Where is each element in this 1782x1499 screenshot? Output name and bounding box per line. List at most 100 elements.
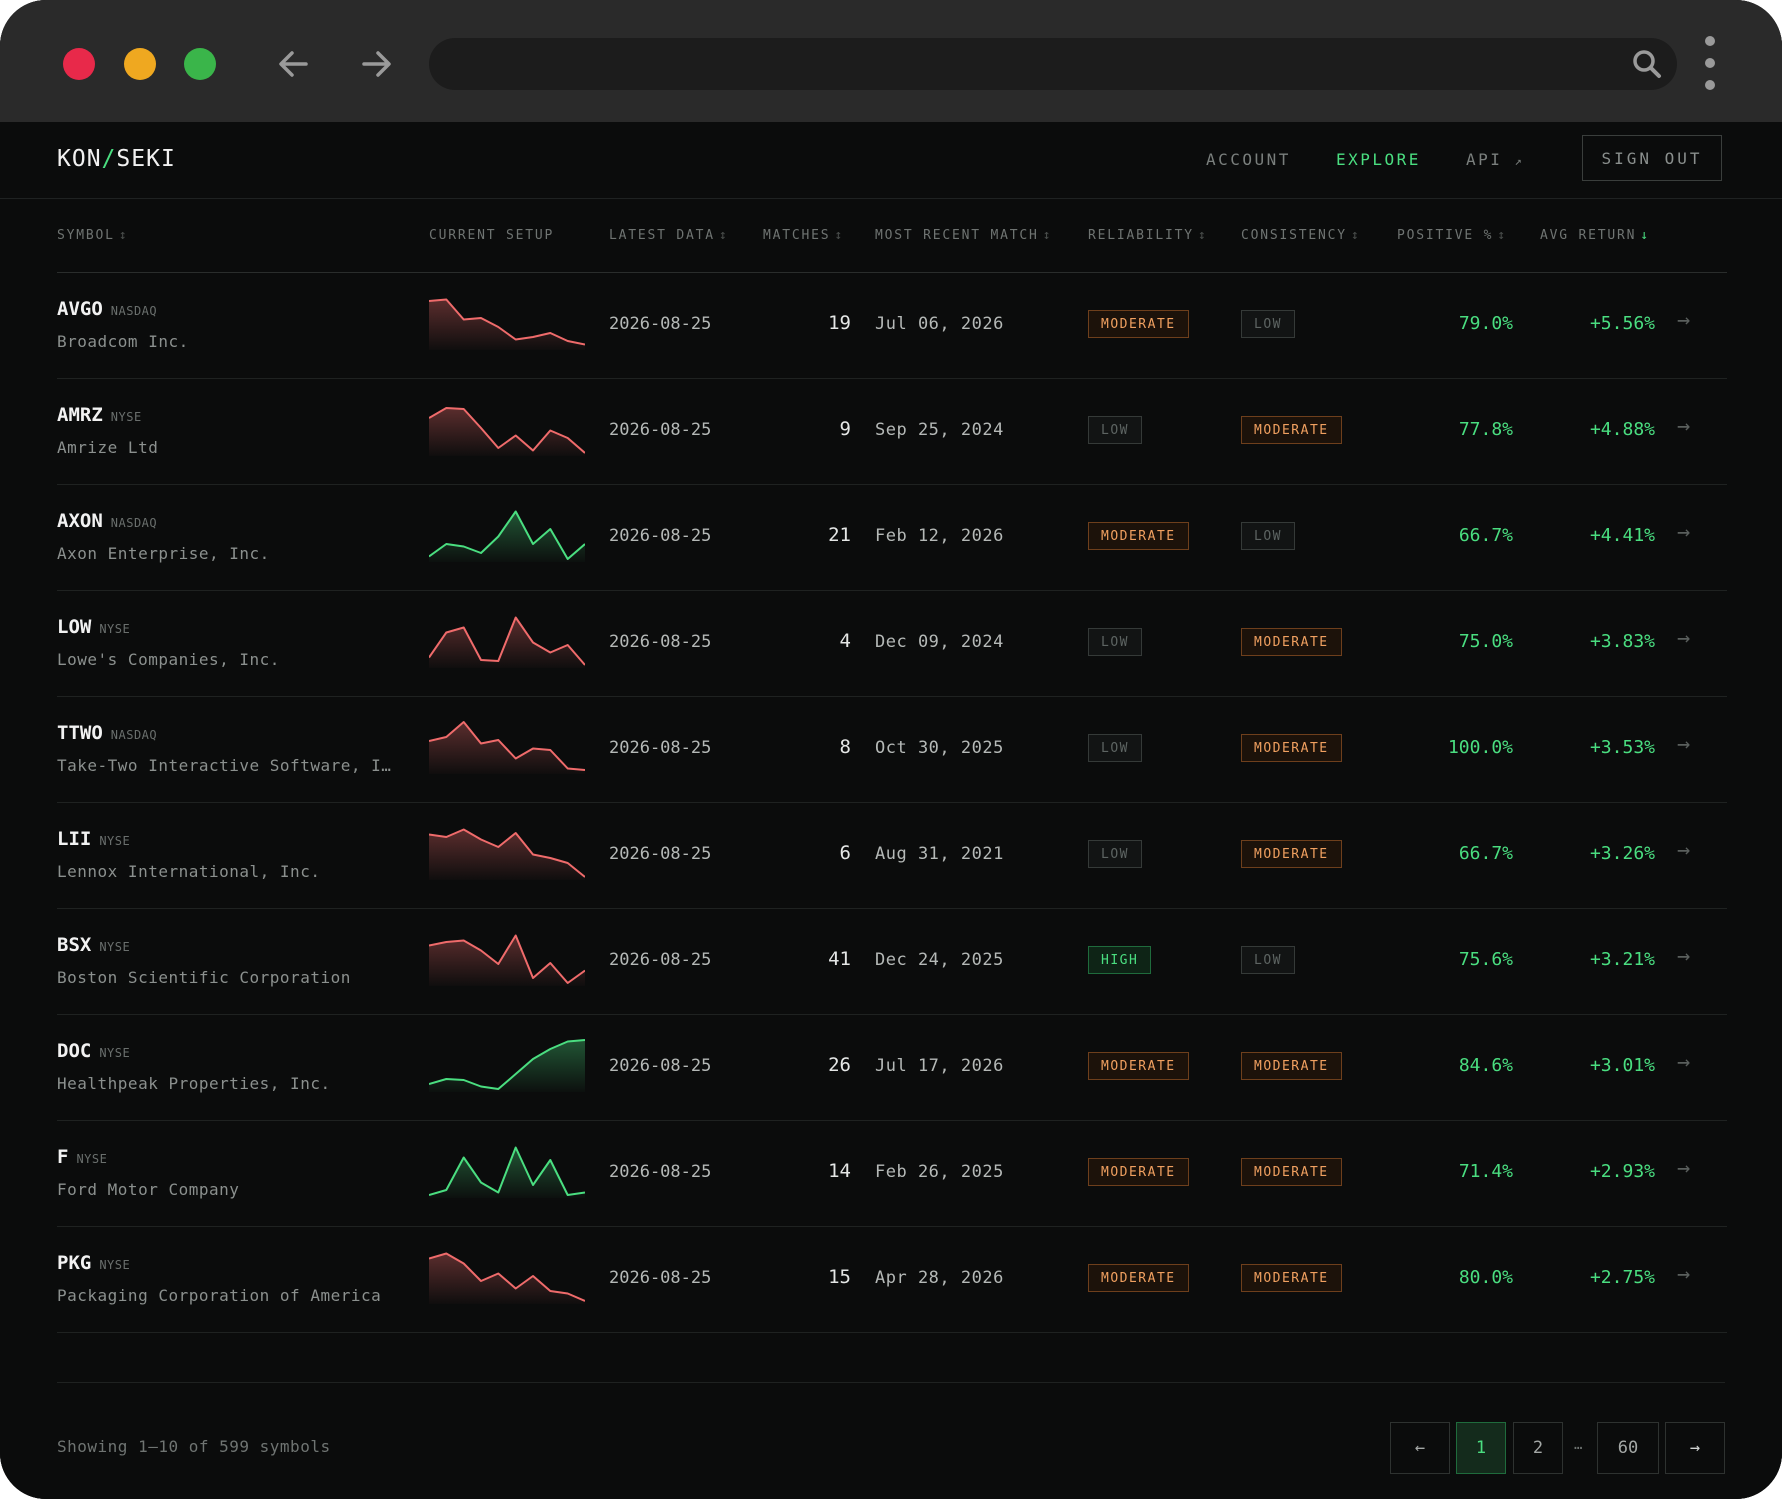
positive-percent: 75.6% [1458,949,1513,970]
nav-explore[interactable]: EXPLORE [1336,150,1421,169]
row-arrow-icon[interactable]: → [1677,944,1691,969]
pagination-page-1[interactable]: 1 [1456,1422,1506,1474]
matches-count: 14 [828,1160,851,1182]
symbol-cell: LII NYSE [57,828,130,850]
row-arrow-icon[interactable]: → [1677,1050,1691,1075]
reliability-badge: LOW [1088,840,1142,868]
pagination-next-button[interactable]: → [1665,1422,1725,1474]
row-arrow-icon[interactable]: → [1677,732,1691,757]
pagination-page-2[interactable]: 2 [1513,1422,1563,1474]
table-row[interactable]: LOW NYSE Lowe's Companies, Inc. 2026-08-2… [57,590,1727,697]
consistency-badge: MODERATE [1241,416,1342,444]
consistency-badge: MODERATE [1241,1158,1342,1186]
symbol-cell: BSX NYSE [57,934,130,956]
reliability-badge: MODERATE [1088,1158,1189,1186]
pagination-ellipsis: … [1574,1437,1583,1453]
logo-left: KON [57,146,102,172]
nav-account[interactable]: ACCOUNT [1206,150,1291,169]
row-arrow-icon[interactable]: → [1677,1156,1691,1181]
most-recent-match-date: Sep 25, 2024 [875,420,1004,440]
positive-percent: 75.0% [1458,631,1513,652]
sparkline-line [429,616,585,666]
symbol-ticker: F [57,1146,69,1168]
row-arrow-icon[interactable]: → [1677,414,1691,439]
row-arrow-icon[interactable]: → [1677,626,1691,651]
logo-slash: / [101,146,117,172]
symbol-ticker: AVGO [57,298,103,320]
company-name: Amrize Ltd [57,438,159,457]
arrow-right-icon[interactable] [354,42,398,86]
nav-api[interactable]: API ↗ [1466,150,1524,169]
latest-data-date: 2026-08-25 [609,844,712,864]
col-reliability[interactable]: RELIABILITY ↕ [1088,228,1208,243]
row-arrow-icon[interactable]: → [1677,1262,1691,1287]
col-matches-label: MATCHES [763,228,831,243]
col-positive[interactable]: POSITIVE % ↕ [1397,228,1507,243]
logo[interactable]: KON/SEKI [57,146,176,172]
pagination-page-last[interactable]: 60 [1597,1422,1659,1474]
table-row[interactable]: AXON NASDAQ Axon Enterprise, Inc. 2026-08… [57,484,1727,591]
setup-sparkline [429,721,585,774]
avg-return: +3.26% [1589,843,1655,864]
table-row[interactable]: AVGO NASDAQ Broadcom Inc. 2026-08-25 19 J… [57,272,1727,379]
table-row[interactable]: PKG NYSE Packaging Corporation of America… [57,1226,1727,1333]
setup-sparkline [429,1039,585,1092]
symbol-ticker: TTWO [57,722,103,744]
footer-divider [57,1382,1725,1383]
table-row[interactable]: F NYSE Ford Motor Company 2026-08-25 14 F… [57,1120,1727,1227]
close-window-dot[interactable] [63,48,95,80]
company-name: Packaging Corporation of America [57,1286,382,1305]
row-arrow-icon[interactable]: → [1677,838,1691,863]
table-row[interactable]: TTWO NASDAQ Take-Two Interactive Software… [57,696,1727,803]
reliability-badge: MODERATE [1088,310,1189,338]
sparkline-line [429,510,585,560]
exchange-label: NYSE [99,1046,131,1060]
search-icon[interactable] [1631,48,1663,80]
col-latest-data-label: LATEST DATA [609,228,715,243]
table-row[interactable]: DOC NYSE Healthpeak Properties, Inc. 2026… [57,1014,1727,1121]
positive-percent: 80.0% [1458,1267,1513,1288]
col-latest-data[interactable]: LATEST DATA ↕ [609,228,729,243]
table-row[interactable]: LII NYSE Lennox International, Inc. 2026-… [57,802,1727,909]
sort-desc-icon: ↓ [1640,228,1650,243]
col-avg-return[interactable]: AVG RETURN ↓ [1540,228,1650,243]
address-bar[interactable] [429,38,1677,90]
sparkline-area [429,1040,585,1092]
col-most-recent-match[interactable]: MOST RECENT MATCH ↕ [875,228,1052,243]
app-content: KON/SEKI ACCOUNT EXPLORE API ↗ SIGN OUT … [0,122,1782,1499]
matches-count: 26 [828,1054,851,1076]
row-arrow-icon[interactable]: → [1677,520,1691,545]
reliability-badge: HIGH [1088,946,1152,974]
company-name: Lennox International, Inc. [57,862,321,881]
sign-out-button[interactable]: SIGN OUT [1582,135,1722,181]
symbol-ticker: PKG [57,1252,92,1274]
most-recent-match-date: Dec 09, 2024 [875,632,1004,652]
exchange-label: NYSE [99,940,131,954]
sparkline-area [429,617,585,668]
minimize-window-dot[interactable] [124,48,156,80]
exchange-label: NASDAQ [110,728,158,742]
row-arrow-icon[interactable]: → [1677,308,1691,333]
reliability-badge: LOW [1088,416,1142,444]
table-row[interactable]: BSX NYSE Boston Scientific Corporation 20… [57,908,1727,1015]
sort-icon: ↕ [718,228,729,243]
table-row[interactable]: AMRZ NYSE Amrize Ltd 2026-08-25 9 Sep 25,… [57,378,1727,485]
matches-count: 15 [828,1266,851,1288]
avg-return: +2.93% [1589,1161,1655,1182]
maximize-window-dot[interactable] [184,48,216,80]
symbol-ticker: DOC [57,1040,92,1062]
arrow-left-icon[interactable] [272,42,316,86]
matches-count: 21 [828,524,851,546]
col-consistency[interactable]: CONSISTENCY ↕ [1241,228,1361,243]
latest-data-date: 2026-08-25 [609,526,712,546]
pagination-prev-button[interactable]: ← [1390,1422,1450,1474]
col-matches[interactable]: MATCHES ↕ [763,228,844,243]
col-symbol[interactable]: SYMBOL ↕ [57,228,128,243]
most-recent-match-date: Aug 31, 2021 [875,844,1004,864]
company-name: Axon Enterprise, Inc. [57,544,270,563]
exchange-label: NYSE [99,1258,131,1272]
kebab-menu-icon[interactable] [1700,34,1720,94]
latest-data-date: 2026-08-25 [609,1056,712,1076]
col-avg-return-label: AVG RETURN [1540,228,1637,243]
latest-data-date: 2026-08-25 [609,1162,712,1182]
